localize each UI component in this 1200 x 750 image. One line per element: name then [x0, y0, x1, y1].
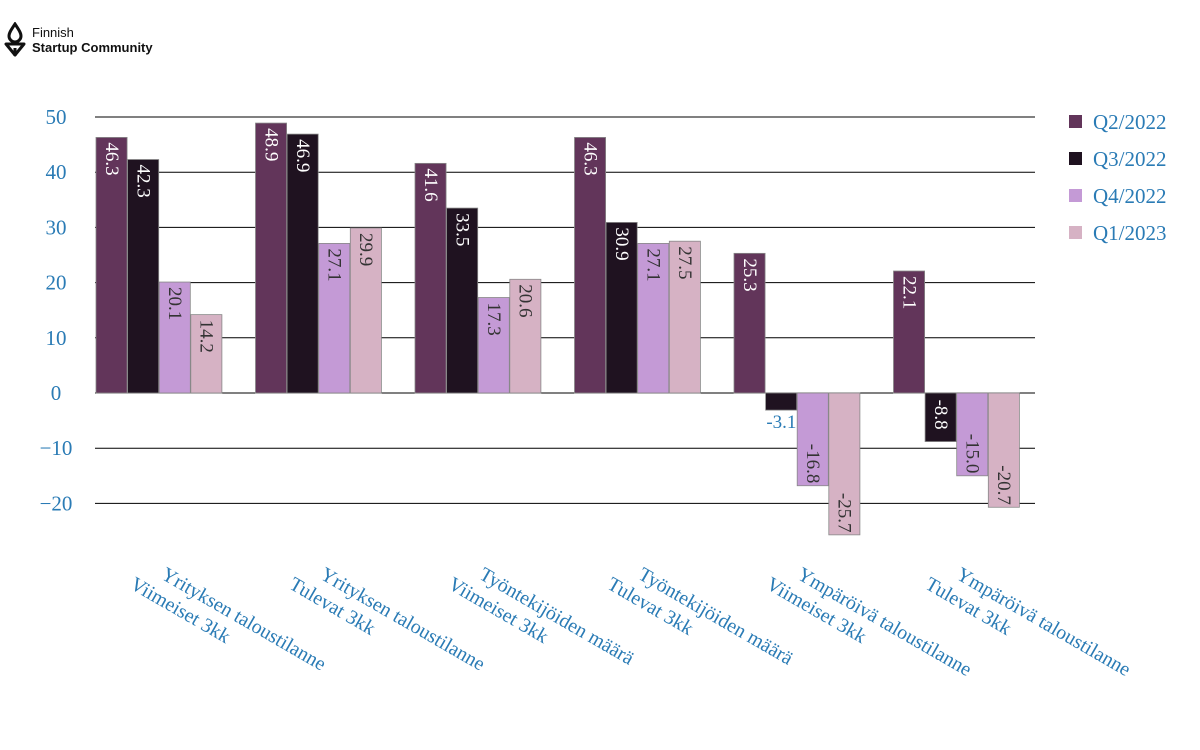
- y-tick-label: 50: [46, 105, 67, 129]
- bar: [286, 133, 319, 394]
- legend-label: Q1/2023: [1093, 221, 1167, 245]
- legend-swatch: [1069, 226, 1082, 239]
- bar: [509, 278, 542, 394]
- legend-swatch: [1069, 115, 1082, 128]
- bar: [733, 252, 766, 394]
- bar: [190, 314, 223, 394]
- x-category-label: Ympäröivä taloustilanneTulevat 3kk: [921, 552, 1134, 701]
- bar: [893, 270, 926, 394]
- data-label: 33.5: [451, 213, 472, 246]
- legend-swatch: [1069, 152, 1082, 165]
- y-tick-label: 40: [46, 160, 67, 184]
- bar: [127, 159, 160, 394]
- bar: [255, 122, 288, 394]
- data-label: 27.1: [643, 248, 664, 281]
- x-category-label: Ympäröivä taloustilanneViimeiset 3kk: [762, 552, 975, 701]
- brand-mark-icon: [4, 22, 26, 57]
- bar: [446, 207, 479, 394]
- bar: [349, 227, 382, 394]
- bar: [318, 243, 351, 394]
- x-category-label: Työntekijöiden määräTulevat 3kk: [603, 552, 796, 690]
- legend-label: Q4/2022: [1093, 184, 1167, 208]
- bar: [828, 392, 861, 536]
- bar: [414, 162, 447, 394]
- data-label: 30.9: [611, 227, 632, 260]
- data-label: -3.1: [766, 412, 796, 433]
- data-label: 14.2: [196, 320, 217, 353]
- bar: [956, 392, 989, 477]
- y-tick-label: 0: [51, 381, 62, 405]
- data-label: 42.3: [132, 165, 153, 198]
- bar: [796, 392, 829, 487]
- data-label: 41.6: [420, 168, 441, 201]
- legend-label: Q2/2022: [1093, 110, 1167, 134]
- data-label: -15.0: [962, 434, 983, 474]
- bar: [987, 392, 1020, 508]
- brand-line-1: Finnish: [32, 25, 74, 40]
- data-label: 25.3: [739, 258, 760, 291]
- bar: [924, 392, 957, 442]
- y-tick-label: 20: [46, 271, 67, 295]
- legend-swatch: [1069, 189, 1082, 202]
- data-label: 27.5: [674, 246, 695, 279]
- y-tick-label: 30: [46, 215, 67, 239]
- data-label: 46.3: [579, 142, 600, 175]
- bar: [765, 392, 798, 411]
- y-tick-label: −10: [40, 436, 73, 460]
- bar: [605, 222, 638, 394]
- bar: [574, 137, 607, 394]
- bar: [158, 281, 191, 394]
- bar: [637, 243, 670, 394]
- brand-logo: Finnish Startup Community: [4, 22, 153, 58]
- data-label: -20.7: [993, 465, 1014, 505]
- legend-label: Q3/2022: [1093, 147, 1167, 171]
- data-label: -16.8: [802, 444, 823, 484]
- data-label: 20.1: [164, 287, 185, 320]
- y-tick-label: −20: [40, 491, 73, 515]
- data-label: 46.9: [292, 139, 313, 172]
- data-label: 27.1: [324, 248, 345, 281]
- data-label: -25.7: [834, 493, 855, 533]
- data-label: 22.1: [898, 276, 919, 309]
- bar: [95, 137, 128, 394]
- y-tick-label: 10: [46, 326, 67, 350]
- data-label: 46.3: [101, 142, 122, 175]
- brand-line-2: Startup Community: [32, 40, 153, 55]
- data-label: 17.3: [483, 303, 504, 336]
- bar: [477, 297, 510, 394]
- data-label: 29.9: [355, 233, 376, 266]
- data-label: 20.6: [515, 284, 536, 317]
- bar: [668, 240, 701, 394]
- data-label: 48.9: [260, 128, 281, 161]
- data-label: -8.8: [930, 400, 951, 430]
